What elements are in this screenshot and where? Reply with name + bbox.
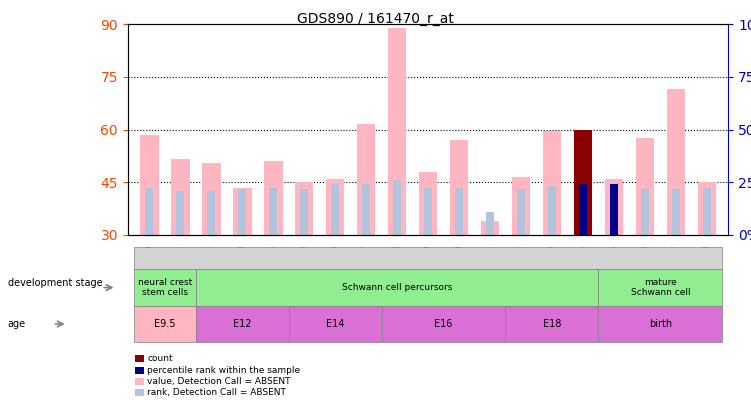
Bar <box>171 160 189 235</box>
Bar <box>610 184 618 235</box>
Bar <box>635 139 654 235</box>
Text: percentile rank within the sample: percentile rank within the sample <box>147 366 300 375</box>
Bar <box>424 188 432 235</box>
Bar <box>388 28 406 235</box>
Bar <box>331 184 339 235</box>
Bar <box>176 191 184 235</box>
Text: rank, Detection Call = ABSENT: rank, Detection Call = ABSENT <box>147 388 286 397</box>
Bar <box>300 189 308 235</box>
Bar <box>698 182 716 235</box>
Bar <box>140 135 158 235</box>
Bar <box>264 161 282 235</box>
Text: E9.5: E9.5 <box>154 319 176 329</box>
Text: E12: E12 <box>233 319 252 329</box>
Bar <box>455 188 463 235</box>
Bar <box>146 188 153 235</box>
Text: E14: E14 <box>326 319 345 329</box>
Bar <box>517 189 525 235</box>
Bar <box>326 179 345 235</box>
Bar <box>610 184 618 235</box>
Text: neural crest
stem cells: neural crest stem cells <box>137 278 192 297</box>
Bar <box>394 181 401 235</box>
Bar <box>703 188 710 235</box>
Text: mature
Schwann cell: mature Schwann cell <box>631 278 690 297</box>
Bar <box>486 212 494 235</box>
Bar <box>605 179 623 235</box>
Text: E16: E16 <box>434 319 453 329</box>
Bar <box>511 177 530 235</box>
Bar <box>238 189 246 235</box>
Text: development stage: development stage <box>8 279 102 288</box>
Text: count: count <box>147 354 173 363</box>
Bar <box>450 140 469 235</box>
Bar <box>543 131 561 235</box>
Bar <box>574 130 593 235</box>
Bar <box>357 124 376 235</box>
Bar <box>579 184 587 235</box>
Bar <box>295 182 313 235</box>
Bar <box>641 189 649 235</box>
Text: age: age <box>8 319 26 329</box>
Bar <box>233 188 252 235</box>
Bar <box>207 191 215 235</box>
Bar <box>202 163 221 235</box>
Bar <box>579 184 587 235</box>
Bar <box>548 186 556 235</box>
Text: birth: birth <box>649 319 672 329</box>
Bar <box>419 172 437 235</box>
Bar <box>672 189 680 235</box>
Text: E18: E18 <box>543 319 561 329</box>
Bar <box>574 130 593 235</box>
Text: value, Detection Call = ABSENT: value, Detection Call = ABSENT <box>147 377 291 386</box>
Bar <box>270 188 277 235</box>
Bar <box>667 89 685 235</box>
Bar <box>362 184 370 235</box>
Bar <box>481 221 499 235</box>
Text: GDS890 / 161470_r_at: GDS890 / 161470_r_at <box>297 12 454 26</box>
Text: Schwann cell percursors: Schwann cell percursors <box>342 283 452 292</box>
